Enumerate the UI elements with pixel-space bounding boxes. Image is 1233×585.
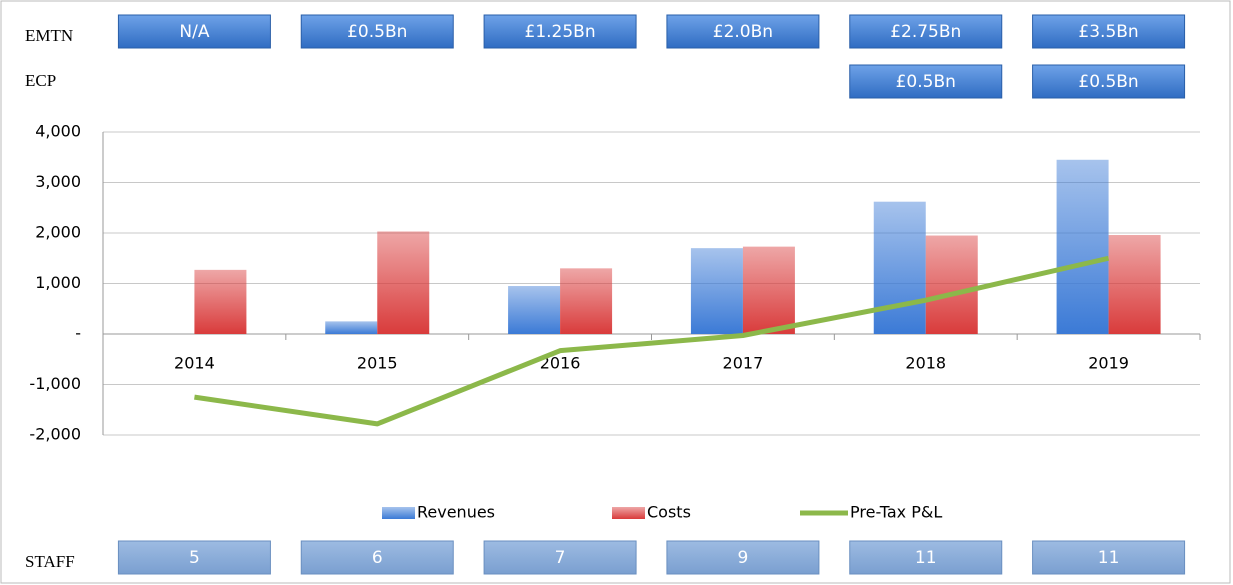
box-label: 7 [555, 548, 566, 568]
box [666, 14, 820, 49]
box-label: £0.5Bn [896, 72, 956, 92]
legend-swatch [382, 507, 415, 519]
box [666, 540, 820, 575]
y-tick-label: 3,000 [35, 172, 81, 191]
box [483, 14, 637, 49]
bar [925, 235, 978, 334]
box [117, 540, 271, 575]
row-label: EMTN [25, 26, 73, 45]
box-label: £0.5Bn [1078, 72, 1138, 92]
bar [690, 248, 743, 334]
bar [508, 286, 561, 334]
box [849, 64, 1003, 99]
box [300, 540, 454, 575]
box [300, 14, 454, 49]
box-label: 11 [1098, 548, 1120, 568]
box [1032, 14, 1186, 49]
bar [742, 246, 795, 334]
y-tick-label: - [75, 324, 81, 343]
box-label: £2.0Bn [713, 22, 773, 42]
x-tick-label: 2016 [540, 354, 581, 373]
box [1032, 540, 1186, 575]
bar [560, 268, 613, 334]
box-label: £0.5Bn [347, 22, 407, 42]
box-label: 5 [189, 548, 200, 568]
y-tick-label: 1,000 [35, 273, 81, 292]
y-tick-label: 4,000 [35, 122, 81, 141]
x-tick-label: 2017 [723, 354, 764, 373]
box-label: £3.5Bn [1078, 22, 1138, 42]
x-tick-label: 2018 [905, 354, 946, 373]
box [117, 14, 271, 49]
box-label: 6 [372, 548, 383, 568]
bar [325, 321, 378, 334]
y-tick-label: -2,000 [29, 425, 81, 444]
bar [1056, 159, 1109, 334]
y-tick-label: 2,000 [35, 223, 81, 242]
box [483, 540, 637, 575]
bar [377, 231, 430, 334]
box-label: N/A [179, 22, 209, 42]
row-label: STAFF [25, 552, 75, 571]
box [849, 14, 1003, 49]
x-tick-label: 2014 [174, 354, 215, 373]
legend-label: Costs [647, 503, 691, 522]
box-label: 11 [915, 548, 937, 568]
box-label: 9 [738, 548, 749, 568]
row-label: ECP [25, 71, 56, 90]
x-tick-label: 2015 [357, 354, 398, 373]
y-tick-label: -1,000 [29, 374, 81, 393]
box [849, 540, 1003, 575]
bar [1108, 235, 1161, 334]
line [194, 255, 1110, 427]
legend-label: Pre-Tax P&L [850, 503, 942, 522]
x-tick-label: 2019 [1088, 354, 1129, 373]
legend-label: Revenues [417, 503, 495, 522]
bar [873, 201, 926, 334]
box-label: £1.25Bn [525, 22, 596, 42]
legend-swatch [612, 507, 645, 519]
bar [194, 269, 247, 334]
box-label: £2.75Bn [890, 22, 961, 42]
box [1032, 64, 1186, 99]
